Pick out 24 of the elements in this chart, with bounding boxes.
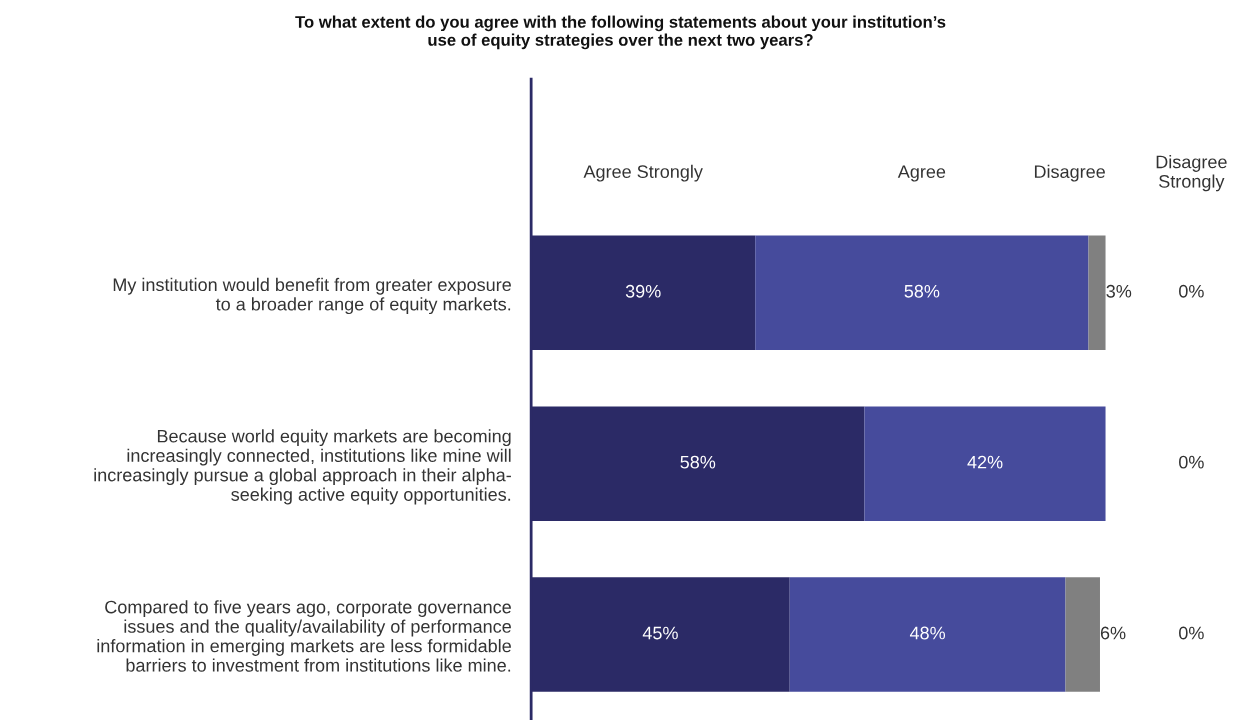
data-label: 45%	[642, 626, 678, 640]
data-label: 39%	[625, 284, 661, 298]
y-tick-label: My institution would benefit from greater exposure to a broader range of equity markets.	[113, 277, 511, 315]
text: Agree Strongly	[583, 164, 703, 182]
data-label: 0%	[1179, 626, 1204, 640]
data-label: 0%	[1179, 455, 1204, 469]
y-tick-label: Compared to five years ago, corporate governance issues and the quality/availability of performance information in emerging markets are less formidable barriers to investment from institutions like mine.	[97, 600, 511, 672]
data-label: 58%	[680, 455, 716, 469]
bar	[1088, 235, 1106, 351]
text: Agree	[897, 165, 946, 182]
data-label: 3%	[1106, 284, 1132, 298]
data-label: 42%	[967, 455, 1003, 469]
text: Disagree	[1034, 164, 1105, 182]
data-label: 48%	[909, 626, 946, 640]
bar	[755, 235, 1089, 351]
y-tick-label: Because world equity markets are becoming increasingly connected, institutions like mine will increasingly pursue a global approach in their alpha- seeking active equity opportunities.	[94, 429, 511, 505]
bar	[789, 577, 1066, 692]
bar	[864, 406, 1106, 521]
chart-title: To what extent do you agree with the following statements about your institution’s use of equity strategies over the next two years?	[295, 15, 946, 50]
bar	[1065, 577, 1100, 692]
legend-label: Disagree Strongly	[1156, 155, 1227, 192]
data-label: 6%	[1100, 626, 1126, 640]
data-label: 58%	[904, 284, 940, 298]
data-label: 0%	[1179, 284, 1204, 298]
